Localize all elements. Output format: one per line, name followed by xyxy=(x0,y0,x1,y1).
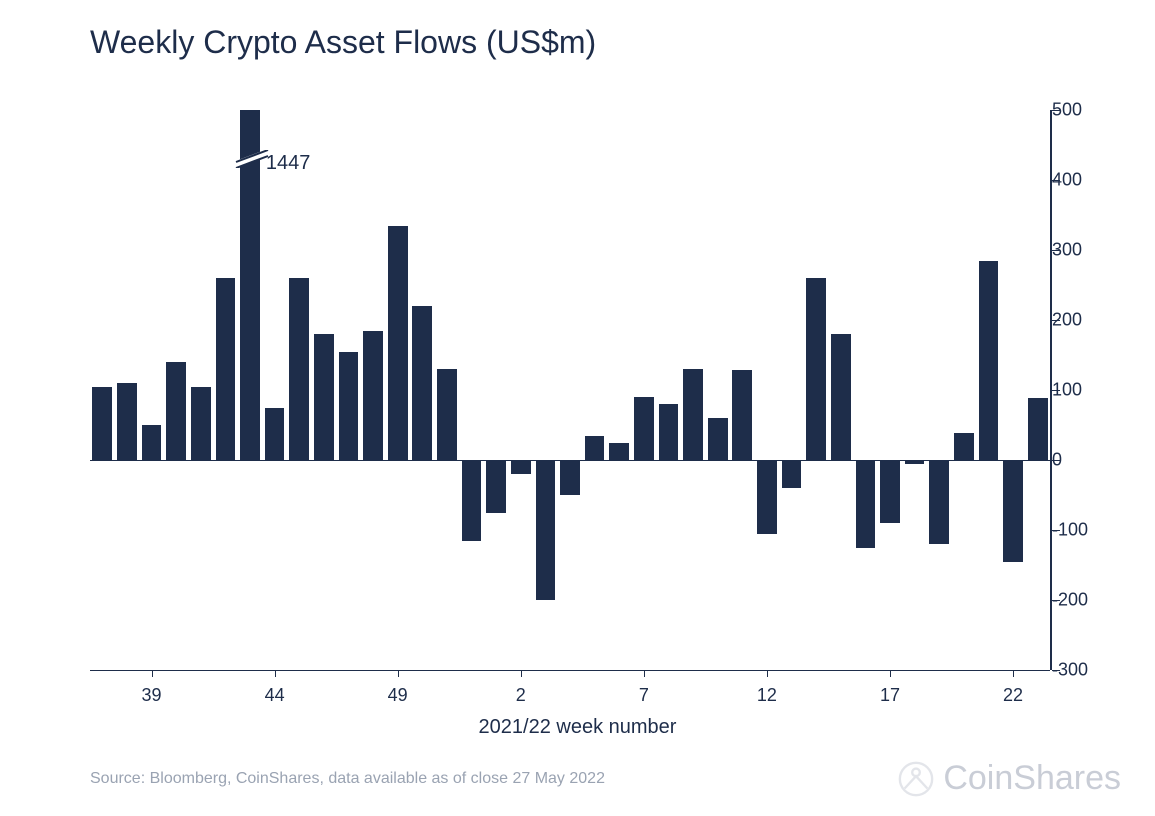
bar xyxy=(954,433,974,460)
x-tick-label: 17 xyxy=(880,685,900,706)
bar xyxy=(880,460,900,523)
bar xyxy=(979,261,999,461)
bar xyxy=(708,418,728,460)
bar xyxy=(117,383,137,460)
bar xyxy=(216,278,236,460)
bar-annotation: 1447 xyxy=(266,152,311,175)
x-tick-mark xyxy=(1013,670,1014,677)
y-tick-mark xyxy=(1052,390,1060,391)
y-tick-label: 500 xyxy=(1034,100,1112,121)
bar xyxy=(757,460,777,534)
y-tick-label: 400 xyxy=(1034,170,1112,191)
x-tick-mark xyxy=(890,670,891,677)
chart-container: Weekly Crypto Asset Flows (US$m) 1447394… xyxy=(0,0,1155,816)
y-tick-mark xyxy=(1052,670,1060,671)
bar xyxy=(683,369,703,460)
bar xyxy=(929,460,949,544)
bar xyxy=(92,387,112,461)
bar xyxy=(536,460,556,600)
y-tick-label: 0 xyxy=(1034,450,1112,471)
x-tick-mark xyxy=(767,670,768,677)
x-tick-label: 7 xyxy=(639,685,649,706)
y-tick-mark xyxy=(1052,460,1060,461)
y-tick-mark xyxy=(1052,530,1060,531)
x-tick-label: 2 xyxy=(516,685,526,706)
chart-title: Weekly Crypto Asset Flows (US$m) xyxy=(90,24,596,61)
x-tick-label: 22 xyxy=(1003,685,1023,706)
x-tick-label: 39 xyxy=(142,685,162,706)
bar xyxy=(388,226,408,461)
y-tick-label: 200 xyxy=(1034,310,1112,331)
bar xyxy=(437,369,457,460)
y-tick-mark xyxy=(1052,250,1060,251)
coinshares-icon xyxy=(897,760,935,798)
y-tick-mark xyxy=(1052,600,1060,601)
y-tick-label: -200 xyxy=(1034,590,1112,611)
bar xyxy=(486,460,506,513)
y-axis: -300-200-1000100200300400500 xyxy=(1052,110,1112,670)
bar xyxy=(314,334,334,460)
bar xyxy=(806,278,826,460)
y-tick-mark xyxy=(1052,320,1060,321)
y-tick-label: 100 xyxy=(1034,380,1112,401)
bar xyxy=(732,370,752,460)
bar xyxy=(659,404,679,460)
x-tick-mark xyxy=(644,670,645,677)
bar xyxy=(609,443,629,461)
bar xyxy=(363,331,383,461)
bar xyxy=(511,460,531,474)
bar xyxy=(856,460,876,548)
bar xyxy=(289,278,309,460)
bar xyxy=(191,387,211,461)
x-tick-mark xyxy=(521,670,522,677)
x-tick-mark xyxy=(152,670,153,677)
y-tick-label: -100 xyxy=(1034,520,1112,541)
bar xyxy=(412,306,432,460)
watermark-text: CoinShares xyxy=(943,759,1121,798)
bar xyxy=(831,334,851,460)
bar xyxy=(142,425,162,460)
bar xyxy=(462,460,482,541)
bar xyxy=(166,362,186,460)
x-axis-title: 2021/22 week number xyxy=(0,716,1155,739)
y-tick-label: 300 xyxy=(1034,240,1112,261)
y-tick-label: -300 xyxy=(1034,660,1112,681)
bar xyxy=(339,352,359,461)
x-tick-label: 12 xyxy=(757,685,777,706)
plot-area: 144739444927121722 xyxy=(90,110,1050,670)
bar xyxy=(585,436,605,461)
bar xyxy=(265,408,285,461)
bar xyxy=(634,397,654,460)
bar xyxy=(1003,460,1023,562)
x-tick-label: 49 xyxy=(388,685,408,706)
source-text: Source: Bloomberg, CoinShares, data avai… xyxy=(90,770,605,788)
x-axis-line xyxy=(90,670,1050,671)
x-tick-mark xyxy=(398,670,399,677)
x-tick-mark xyxy=(275,670,276,677)
bar xyxy=(782,460,802,488)
bar xyxy=(240,110,260,460)
bar xyxy=(560,460,580,495)
y-tick-mark xyxy=(1052,110,1060,111)
bar xyxy=(905,460,925,464)
y-tick-mark xyxy=(1052,180,1060,181)
x-tick-label: 44 xyxy=(265,685,285,706)
watermark: CoinShares xyxy=(897,759,1121,798)
